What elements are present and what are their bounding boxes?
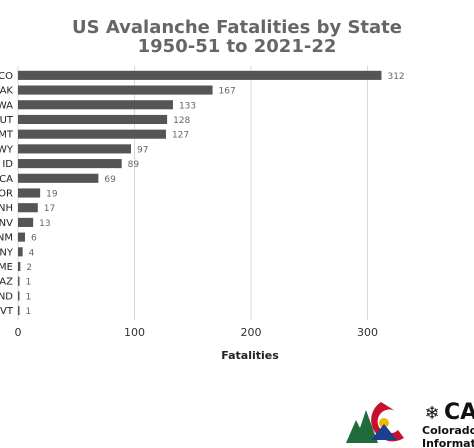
category-label: ME bbox=[0, 262, 13, 273]
x-tick-label: 0 bbox=[15, 326, 22, 339]
bar-ak bbox=[18, 85, 213, 95]
tree-icon bbox=[346, 410, 378, 443]
category-label: ND bbox=[0, 291, 13, 302]
bar-or bbox=[18, 188, 41, 198]
bar-nh bbox=[18, 203, 38, 213]
bar-ut bbox=[18, 114, 168, 125]
x-tick-label: 100 bbox=[124, 326, 145, 339]
value-label: 89 bbox=[128, 160, 140, 170]
category-label: VT bbox=[0, 306, 14, 317]
category-label: MT bbox=[0, 130, 14, 141]
bar-nd bbox=[18, 291, 20, 301]
bar-mt bbox=[18, 129, 166, 139]
logo-line2: Informati bbox=[422, 437, 474, 448]
value-label: 69 bbox=[104, 175, 116, 185]
bar-ny bbox=[18, 247, 23, 257]
x-axis-ticks: 01002003004 bbox=[15, 326, 379, 339]
category-label: NM bbox=[0, 233, 13, 244]
bar-vt bbox=[18, 306, 20, 316]
mountain-icon bbox=[371, 424, 397, 440]
category-label: CO bbox=[0, 71, 13, 82]
value-label: 6 bbox=[31, 234, 37, 244]
value-label: 13 bbox=[39, 219, 50, 229]
category-label: ID bbox=[2, 159, 13, 170]
bar-id bbox=[18, 159, 122, 169]
x-tick-label: 200 bbox=[241, 326, 262, 339]
category-label: WY bbox=[0, 144, 14, 155]
value-label: 2 bbox=[26, 263, 32, 273]
value-label: 1 bbox=[26, 278, 32, 288]
value-label: 4 bbox=[29, 248, 35, 258]
bar-az bbox=[18, 276, 20, 286]
category-label: NH bbox=[0, 203, 13, 214]
chart-title: US Avalanche Fatalities by State bbox=[72, 17, 402, 38]
category-label: AZ bbox=[0, 277, 13, 288]
value-label: 17 bbox=[44, 204, 55, 214]
bar-me bbox=[18, 261, 21, 272]
snowflake-icon: ❄ bbox=[424, 403, 439, 424]
bars-group: CO 312 AK 167 WA 133 UT 128 MT 127 WY 97 ID 89 CA 69 OR 1… bbox=[0, 70, 405, 317]
x-tick-label: 300 bbox=[357, 326, 378, 339]
value-label: 1 bbox=[26, 307, 32, 317]
value-label: 1 bbox=[26, 292, 32, 302]
bar-ca bbox=[18, 173, 99, 183]
value-label: 312 bbox=[387, 72, 404, 82]
bar-co bbox=[18, 70, 382, 80]
category-label: WA bbox=[0, 100, 13, 111]
value-label: 127 bbox=[172, 131, 189, 141]
logo-acronym: CA bbox=[444, 400, 474, 425]
bar-wy bbox=[18, 144, 132, 154]
category-label: OR bbox=[0, 189, 13, 200]
colorado-avalanche-logo: ❄ CA Colorado Informati bbox=[346, 400, 474, 448]
value-label: 19 bbox=[46, 190, 58, 200]
sun-icon bbox=[379, 418, 389, 428]
value-label: 128 bbox=[173, 116, 190, 126]
bar-wa bbox=[18, 100, 173, 110]
category-label: NV bbox=[0, 218, 13, 229]
value-label: 97 bbox=[137, 145, 148, 155]
category-label: CA bbox=[0, 174, 13, 185]
logo-line1: Colorado bbox=[422, 424, 474, 437]
value-label: 133 bbox=[179, 101, 196, 111]
category-label: NY bbox=[0, 247, 14, 258]
category-label: AK bbox=[0, 86, 13, 97]
chart-subtitle: 1950-51 to 2021-22 bbox=[138, 36, 337, 57]
value-label: 167 bbox=[219, 87, 236, 97]
bar-nm bbox=[18, 232, 25, 242]
category-label: UT bbox=[0, 115, 14, 126]
x-axis-title: Fatalities bbox=[221, 349, 279, 362]
bar-nv bbox=[18, 217, 34, 227]
